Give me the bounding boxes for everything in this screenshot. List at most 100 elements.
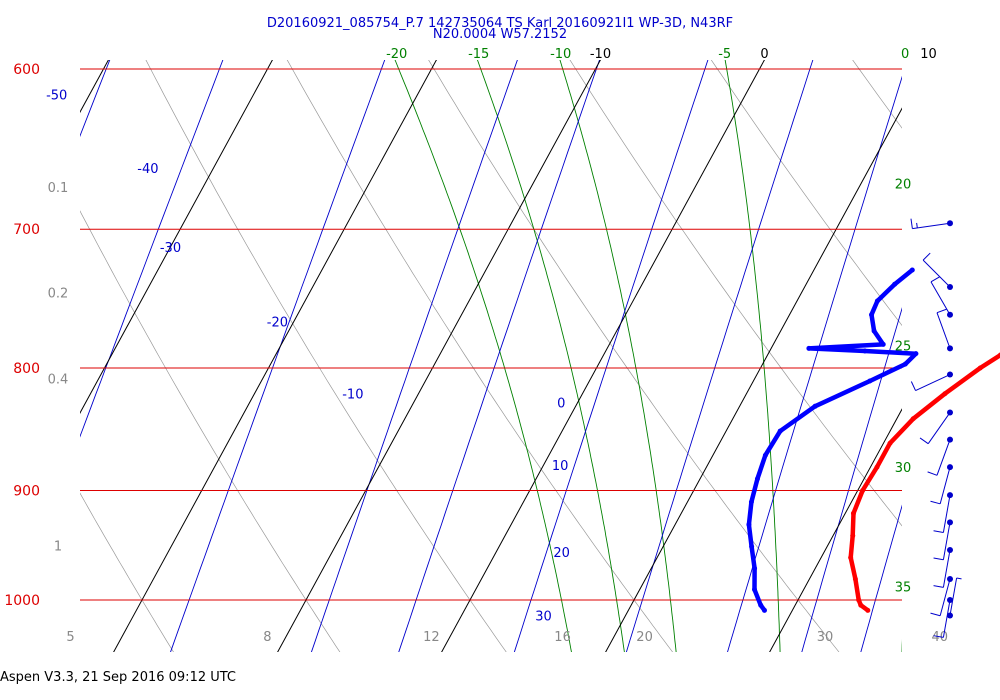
- dry-adiabat-line: [286, 60, 673, 652]
- isobar-label: 600: [13, 62, 40, 78]
- mixing-ratio-label: 1: [54, 540, 62, 555]
- dewpoint-point: [748, 499, 754, 505]
- mixing-ratio-line: [0, 0, 468, 680]
- mixing-ratio-label: 20: [636, 630, 653, 645]
- dry-adiabat-label: -30: [160, 241, 181, 256]
- dry-adiabat-label: -10: [342, 388, 363, 403]
- mixing-ratio-line: [310, 60, 518, 652]
- dewpoint-profile: [746, 268, 919, 612]
- dewpoint-point: [806, 345, 812, 351]
- dewpoint-point: [751, 587, 757, 593]
- temperature-point: [910, 416, 916, 422]
- mixing-ratio-line: [398, 60, 600, 652]
- temperature-point: [887, 440, 893, 446]
- mixing-ratio-line: [860, 504, 902, 652]
- dry-adiabat-line: [428, 60, 840, 652]
- wind-barb: [933, 519, 953, 561]
- moist-adiabat-label: 0: [901, 47, 909, 62]
- isotherm-line: [605, 107, 902, 652]
- mixing-ratio-line: [727, 75, 902, 652]
- mixing-ratio-line: [80, 60, 224, 438]
- moist-adiabats: [394, 0, 1000, 680]
- mixing-ratio-line: [80, 60, 111, 138]
- mixing-ratio-line: [513, 60, 709, 652]
- isotherm-line: [918, 0, 1000, 680]
- dry-adiabat-line: [710, 60, 902, 326]
- isobar-label: 800: [13, 361, 40, 377]
- moist-adiabat-label: -5: [718, 47, 731, 62]
- mixing-ratio-label: 0.1: [48, 181, 69, 196]
- grid-labels: 6007008009001000-100102030-20-15-10-5051…: [4, 47, 949, 645]
- temperature-point: [852, 576, 858, 582]
- mixing-ratio-line: [964, 0, 1000, 680]
- dry-adiabat-label: 20: [553, 546, 570, 561]
- temperature-point: [860, 487, 866, 493]
- mixing-ratio-label: 40: [932, 630, 949, 645]
- dewpoint-point: [902, 361, 908, 367]
- mixing-ratio-label: 30: [817, 630, 834, 645]
- dewpoint-point: [812, 403, 818, 409]
- mixing-ratio-label: 0.4: [48, 372, 69, 387]
- moist-adiabat-label: 35: [895, 580, 912, 595]
- dewpoint-point: [892, 281, 898, 287]
- dewpoint-point: [754, 476, 760, 482]
- wind-barb: [922, 252, 953, 291]
- dewpoint-point: [749, 544, 755, 550]
- dry-adiabats: [0, 0, 902, 680]
- isotherm-line: [113, 60, 437, 652]
- temperature-point: [850, 510, 856, 516]
- moist-adiabat-label: 30: [895, 461, 912, 476]
- chart-subtitle: N20.0004 W57.2152: [432, 27, 568, 42]
- wind-barb: [947, 577, 962, 619]
- dry-adiabat-label: -50: [46, 89, 67, 104]
- dewpoint-point: [871, 328, 877, 334]
- mixing-ratio-lines: [0, 0, 1000, 680]
- wind-barb: [933, 546, 953, 588]
- moist-adiabat-line: [394, 60, 572, 652]
- dry-adiabat-line: [0, 0, 23, 680]
- dry-adiabat-label: -40: [137, 162, 158, 177]
- temperature-point: [848, 555, 854, 561]
- isotherm-label: 0: [760, 47, 768, 62]
- dry-adiabat-line: [80, 210, 341, 652]
- moist-adiabat-line: [559, 60, 677, 652]
- moist-adiabat-label: -10: [550, 47, 571, 62]
- temperature-point: [874, 464, 880, 470]
- dewpoint-point: [880, 341, 886, 347]
- moist-adiabat-label: -15: [468, 47, 489, 62]
- dewpoint-point: [913, 351, 919, 357]
- chart-title: D20160921_085754_P.7 142735064 TS Karl 2…: [266, 16, 734, 31]
- isobar-label: 700: [13, 222, 40, 238]
- isotherm-line: [441, 60, 765, 652]
- isotherm-line: [80, 60, 109, 114]
- isobar-label: 1000: [4, 593, 40, 609]
- mixing-ratio-line: [170, 60, 386, 652]
- dewpoint-point: [752, 565, 758, 571]
- dewpoint-point: [762, 452, 768, 458]
- isotherms: [80, 0, 1000, 680]
- mixing-ratio-line: [625, 60, 814, 652]
- footer-text: Aspen V3.3, 21 Sep 2016 09:12 UTC: [0, 670, 237, 685]
- moist-adiabat-line: [984, 0, 1000, 680]
- wind-barb: [930, 276, 953, 318]
- dewpoint-point: [862, 348, 868, 354]
- dry-adiabat-label: 30: [535, 609, 552, 624]
- isotherm-line: [80, 60, 273, 414]
- dry-adiabat-line: [80, 492, 174, 652]
- dewpoint-point: [746, 522, 752, 528]
- wind-barb: [919, 409, 953, 445]
- isotherm-line: [277, 60, 601, 652]
- dewpoint-point: [909, 267, 915, 273]
- dry-adiabat-label: 0: [557, 397, 565, 412]
- temperature-point: [856, 597, 862, 603]
- wind-barb: [910, 371, 953, 392]
- temperature-point: [865, 607, 871, 613]
- temperature-point: [977, 365, 983, 371]
- wind-barb: [910, 218, 953, 230]
- isobar-label: 900: [13, 483, 40, 499]
- temperature-point: [858, 602, 864, 608]
- mixing-ratio-label: 8: [263, 630, 271, 645]
- moist-adiabat-line: [477, 60, 625, 652]
- mixing-ratio-label: 0.2: [48, 287, 69, 302]
